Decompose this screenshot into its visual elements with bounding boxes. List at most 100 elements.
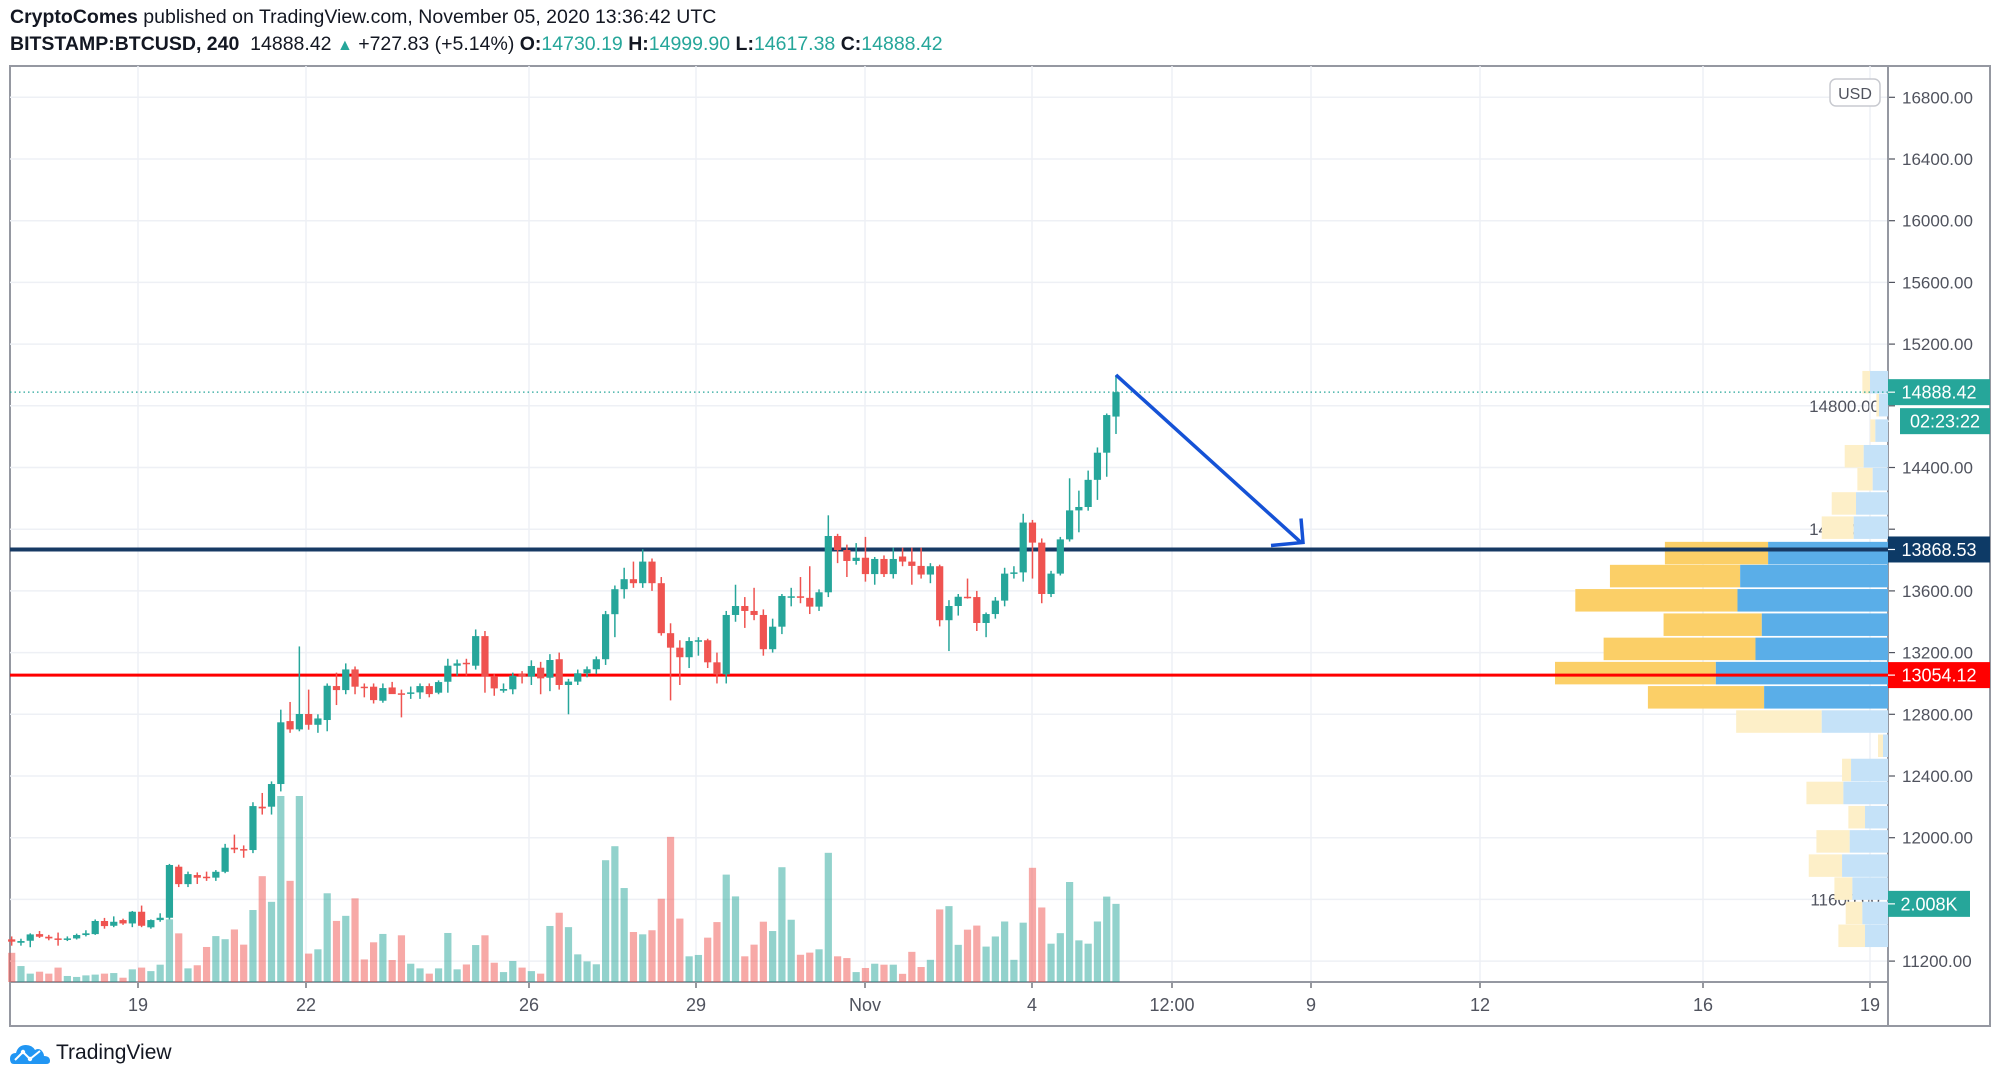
volume-bar xyxy=(342,915,350,982)
volume-bar xyxy=(648,930,656,982)
volume-bar xyxy=(1019,922,1027,982)
volume-bar xyxy=(360,959,368,982)
high-value: 14999.90 xyxy=(648,33,731,55)
volume-bar xyxy=(147,971,155,982)
chart-frame xyxy=(9,65,1991,1027)
volume-bar xyxy=(416,968,424,982)
last-price-badge-text: 14888.42 xyxy=(1901,383,1976,403)
volume-bar xyxy=(462,964,470,982)
candle-body xyxy=(1038,542,1046,594)
price-axis-label: 16400.00 xyxy=(1902,150,1973,169)
volume-bar xyxy=(954,944,962,982)
candle-body xyxy=(564,681,573,685)
arrowhead-icon xyxy=(1270,518,1305,548)
candle-body xyxy=(527,666,535,677)
candle-body xyxy=(499,689,508,691)
volume-profile-up-bar xyxy=(1849,830,1888,853)
candle-body xyxy=(629,579,638,584)
volume-bar xyxy=(472,945,480,982)
volume-profile-down-bar xyxy=(1870,419,1876,442)
candle-body xyxy=(1010,572,1018,574)
volume-bar xyxy=(240,944,248,982)
candle-body xyxy=(193,875,201,878)
volume-profile-down-bar xyxy=(1575,589,1738,612)
volume-bar xyxy=(1112,903,1120,982)
candle-body xyxy=(741,606,749,611)
volume-bar xyxy=(546,925,554,982)
candle-body xyxy=(434,682,443,693)
volume-profile-down-bar xyxy=(1816,830,1850,853)
volume-bar xyxy=(908,951,916,982)
candle-body xyxy=(685,641,693,658)
time-axis-label: 16 xyxy=(1693,995,1713,1015)
volume-bar xyxy=(898,973,907,982)
candle-body xyxy=(620,579,628,590)
trend-arrow-line[interactable] xyxy=(1114,373,1303,544)
candle-body xyxy=(694,640,702,642)
candle-body xyxy=(416,686,424,693)
volume-bar xyxy=(332,920,341,982)
volume-profile-down-bar xyxy=(1808,854,1843,877)
volume-bar xyxy=(305,953,313,982)
candle-body xyxy=(1075,506,1083,511)
low-value: 14617.38 xyxy=(753,33,836,55)
volume-bar xyxy=(694,954,702,982)
volume-bar xyxy=(100,973,109,982)
volume-bar xyxy=(1103,896,1111,982)
volume-profile-down-bar xyxy=(1664,541,1769,565)
time-axis-label: 9 xyxy=(1306,995,1316,1015)
volume-bar xyxy=(110,973,118,982)
candle-body xyxy=(555,659,563,685)
volume-bar xyxy=(880,964,888,982)
candle-body xyxy=(444,665,452,682)
volume-bar xyxy=(490,962,498,982)
volume-bar xyxy=(509,960,517,982)
volume-bar xyxy=(982,946,990,982)
volume-bar xyxy=(704,937,712,982)
volume-bar xyxy=(1093,921,1102,982)
volume-profile-up-bar xyxy=(1737,589,1888,612)
candle-body xyxy=(648,561,656,584)
candle-body xyxy=(1047,573,1055,594)
volume-bar xyxy=(574,954,582,982)
tradingview-logo[interactable]: TradingView xyxy=(10,1040,172,1066)
candle-body xyxy=(759,614,767,650)
volume-bar xyxy=(82,975,90,982)
price-change: +727.83 (+5.14%) xyxy=(358,33,515,55)
candle-body xyxy=(370,686,378,701)
volume-bar xyxy=(843,958,851,982)
candle-body xyxy=(453,663,461,666)
volume-profile-down-bar xyxy=(1806,781,1844,805)
volume-profile-down-bar xyxy=(1844,444,1864,468)
candle-body xyxy=(342,669,350,691)
symbol-legend: BITSTAMP:BTCUSD, 240 14888.42 ▲ +727.83 … xyxy=(10,33,943,56)
volume-bar xyxy=(91,974,99,982)
candle-body xyxy=(973,597,981,623)
time-axis-label: 12 xyxy=(1470,995,1490,1015)
volume-bar xyxy=(193,965,201,982)
volume-bar xyxy=(54,967,62,982)
volume-profile-down-bar xyxy=(1838,924,1866,948)
author-name[interactable]: CryptoComes xyxy=(10,6,138,28)
candle-body xyxy=(35,934,44,937)
candle-body xyxy=(796,596,805,598)
candle-body xyxy=(54,938,62,940)
volume-profile-up-bar xyxy=(1761,613,1888,636)
candle-body xyxy=(1084,479,1092,507)
volume-bar xyxy=(722,874,730,982)
candle-body xyxy=(63,938,71,940)
volume-profile-down-bar xyxy=(1842,758,1852,782)
candle-body xyxy=(509,675,517,690)
candle-body xyxy=(73,935,81,939)
candle-body xyxy=(750,610,758,615)
volume-bar xyxy=(889,964,897,982)
volume-profile-down-bar xyxy=(1831,492,1857,515)
volume-bar xyxy=(592,964,600,982)
volume-bar xyxy=(128,969,136,982)
candle-body xyxy=(787,596,795,598)
time-axis-label: 19 xyxy=(1860,995,1880,1015)
currency-button[interactable] xyxy=(1829,78,1881,107)
volume-bar xyxy=(258,876,266,982)
volume-bar xyxy=(26,973,34,982)
